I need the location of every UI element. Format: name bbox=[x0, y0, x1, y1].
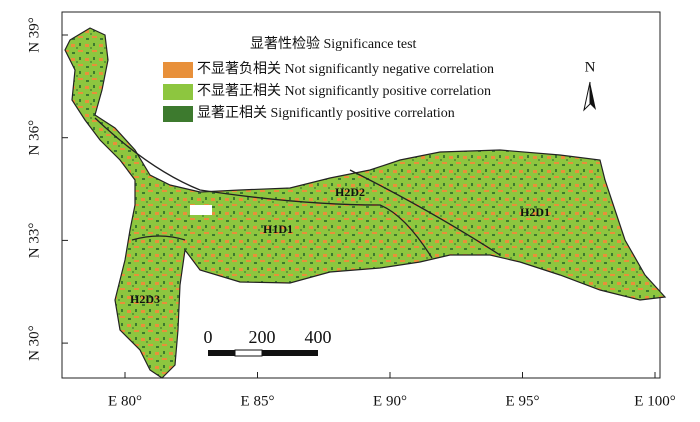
blank-patch bbox=[190, 205, 212, 215]
legend-label: 不显著正相关 Not significantly positive correl… bbox=[197, 83, 491, 99]
y-tick-label: N 36° bbox=[26, 120, 42, 156]
legend-swatch bbox=[163, 62, 193, 78]
scale-seg bbox=[262, 350, 318, 356]
y-tick-label: N 39° bbox=[26, 17, 42, 53]
legend-label: 不显著负相关 Not significantly negative correl… bbox=[197, 61, 494, 77]
region-label: H2D1 bbox=[520, 205, 550, 219]
y-tick-label: N 33° bbox=[26, 223, 42, 259]
y-tick-label: N 30° bbox=[26, 325, 42, 361]
x-tick-label: E 95° bbox=[506, 393, 540, 409]
scale-label: 200 bbox=[249, 327, 276, 347]
region-label: H2D3 bbox=[130, 292, 160, 306]
legend-title: 显著性检验 Significance test bbox=[250, 36, 417, 52]
x-tick-label: E 90° bbox=[373, 393, 407, 409]
scale-label: 0 bbox=[204, 327, 213, 347]
scale-seg bbox=[234, 349, 263, 357]
legend-swatch bbox=[163, 84, 193, 100]
region-boundaries bbox=[94, 117, 501, 259]
legend-swatch bbox=[163, 106, 193, 122]
north-label: N bbox=[585, 59, 596, 75]
scale-label: 400 bbox=[305, 327, 332, 347]
scale-seg bbox=[208, 350, 235, 356]
x-tick-label: E 80° bbox=[108, 393, 142, 409]
north-arrow bbox=[583, 81, 596, 112]
x-tick-label: E 100° bbox=[634, 393, 675, 409]
legend-label: 显著正相关 Significantly positive correlation bbox=[197, 105, 455, 121]
region-label: H1D1 bbox=[263, 222, 293, 236]
study-area bbox=[64, 27, 667, 379]
x-tick-label: E 85° bbox=[241, 393, 275, 409]
region-label: H2D2 bbox=[335, 185, 365, 199]
map-frame bbox=[61, 11, 661, 379]
